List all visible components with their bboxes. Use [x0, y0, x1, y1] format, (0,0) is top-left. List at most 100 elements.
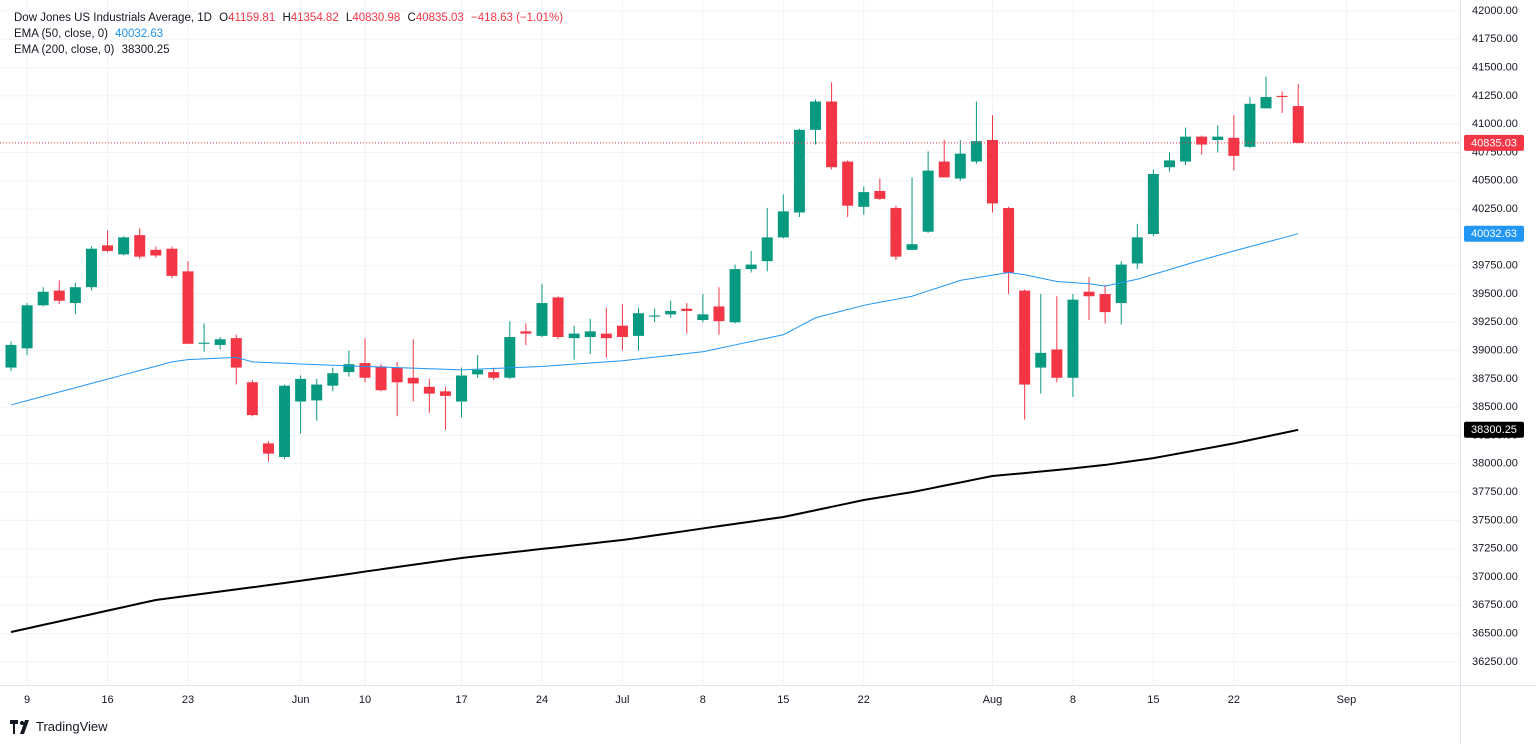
- legend-row: EMA (200, close, 0) 38300.25: [14, 42, 567, 58]
- y-tick-label: 38500.00: [1472, 401, 1518, 413]
- candle-body: [1083, 291, 1095, 297]
- candle-body: [584, 331, 596, 338]
- y-tick-label: 39250.00: [1472, 316, 1518, 328]
- x-tick-label: 22: [858, 694, 870, 706]
- price-badge-label: 40032.63: [1471, 228, 1517, 240]
- x-tick-label: 15: [1147, 694, 1159, 706]
- legend-value: 38300.25: [121, 44, 170, 56]
- x-tick-label: 23: [182, 694, 194, 706]
- candle-body: [697, 314, 709, 321]
- candle-body: [745, 264, 757, 270]
- axis-layer: 36250.00 36500.00 36750.00 37000.00 37250.00…: [24, 5, 1524, 706]
- candle-body: [665, 310, 677, 315]
- candle-body: [407, 377, 419, 384]
- candle-body: [729, 269, 741, 323]
- candle-body: [37, 291, 49, 306]
- candle-body: [1035, 352, 1047, 368]
- candle-body: [906, 244, 918, 250]
- x-tick-label: 24: [536, 694, 548, 706]
- ohlc-prefix: L: [345, 12, 353, 24]
- y-tick-label: 39000.00: [1472, 345, 1518, 357]
- candle-body: [552, 297, 564, 338]
- y-tick-label: 41000.00: [1472, 118, 1518, 130]
- candle-body: [1260, 97, 1272, 109]
- x-tick-label: Sep: [1337, 694, 1357, 706]
- y-tick-label: 40250.00: [1472, 203, 1518, 215]
- candle-body: [69, 287, 81, 304]
- candle-body: [391, 367, 403, 383]
- y-tick-label: 37250.00: [1472, 543, 1518, 555]
- candle-body: [1180, 136, 1192, 162]
- brand-name: TradingView: [36, 719, 108, 734]
- candle-body: [761, 237, 773, 262]
- candle-body: [53, 290, 65, 301]
- legend-row: Dow Jones US Industrials Average, 1D O41…: [14, 10, 567, 26]
- y-tick-label: 37500.00: [1472, 514, 1518, 526]
- candle-body: [1276, 95, 1288, 98]
- candle-body: [262, 443, 274, 454]
- legend-value: 40032.63: [115, 28, 164, 40]
- ohlc-item: L40830.98: [346, 12, 400, 24]
- candle-body: [986, 140, 998, 204]
- x-tick-label: 8: [700, 694, 706, 706]
- candle-body: [826, 101, 838, 168]
- candle-body: [1212, 136, 1224, 141]
- y-tick-label: 42000.00: [1472, 5, 1518, 17]
- candle-body: [890, 207, 902, 257]
- price-badge-label: 40835.03: [1471, 137, 1517, 149]
- candle-body: [713, 306, 725, 322]
- candle-body: [1131, 237, 1143, 264]
- candle-body: [295, 378, 307, 402]
- y-tick-label: 41750.00: [1472, 33, 1518, 45]
- candle-body: [343, 364, 355, 373]
- candle-body: [134, 235, 146, 257]
- candle-body: [279, 385, 291, 458]
- price-badge: [1464, 134, 1524, 151]
- candle-body: [21, 305, 33, 349]
- candle-body: [1019, 290, 1031, 385]
- candle-body: [504, 337, 516, 378]
- candle-body: [1099, 293, 1111, 313]
- ema-line: [10, 233, 1299, 406]
- candle-body: [472, 369, 484, 375]
- x-tick-label: 16: [101, 694, 113, 706]
- candle-body: [874, 190, 886, 199]
- y-tick-label: 39500.00: [1472, 288, 1518, 300]
- y-tick-label: 36750.00: [1472, 599, 1518, 611]
- candle-body: [681, 308, 693, 311]
- candle-body: [488, 372, 500, 378]
- legend-row: EMA (50, close, 0) 40032.63: [14, 26, 567, 42]
- candle-body: [536, 303, 548, 336]
- price-badge: [1464, 225, 1524, 242]
- branding: TradingView: [10, 719, 108, 734]
- x-tick-label: Aug: [983, 694, 1003, 706]
- candle-body: [311, 384, 323, 401]
- candle-body: [230, 338, 242, 368]
- x-tick-label: 10: [359, 694, 371, 706]
- ohlc-item: C40835.03: [408, 12, 464, 24]
- x-tick-label: 8: [1070, 694, 1076, 706]
- logo: [10, 719, 29, 734]
- candle-body: [198, 342, 210, 344]
- candle-body: [456, 375, 468, 402]
- y-tick-label: 36500.00: [1472, 628, 1518, 640]
- ohlc-prefix: O: [219, 12, 229, 24]
- candle-body: [842, 161, 854, 206]
- candle-body: [777, 211, 789, 238]
- y-tick-label: 39750.00: [1472, 260, 1518, 272]
- ohlc-prefix: C: [407, 12, 416, 24]
- candle-body: [166, 248, 178, 276]
- candle-body: [118, 237, 130, 255]
- price-badge-label: 38300.25: [1471, 424, 1517, 436]
- candle-body: [1003, 207, 1015, 273]
- ohlc-item: H41354.82: [282, 12, 338, 24]
- y-tick-label: 40500.00: [1472, 175, 1518, 187]
- candle-body: [568, 333, 580, 339]
- candle-body: [359, 363, 371, 378]
- candle-body: [616, 325, 628, 338]
- y-tick-label: 38000.00: [1472, 458, 1518, 470]
- x-tick-label: Jul: [615, 694, 629, 706]
- x-tick-label: 17: [455, 694, 467, 706]
